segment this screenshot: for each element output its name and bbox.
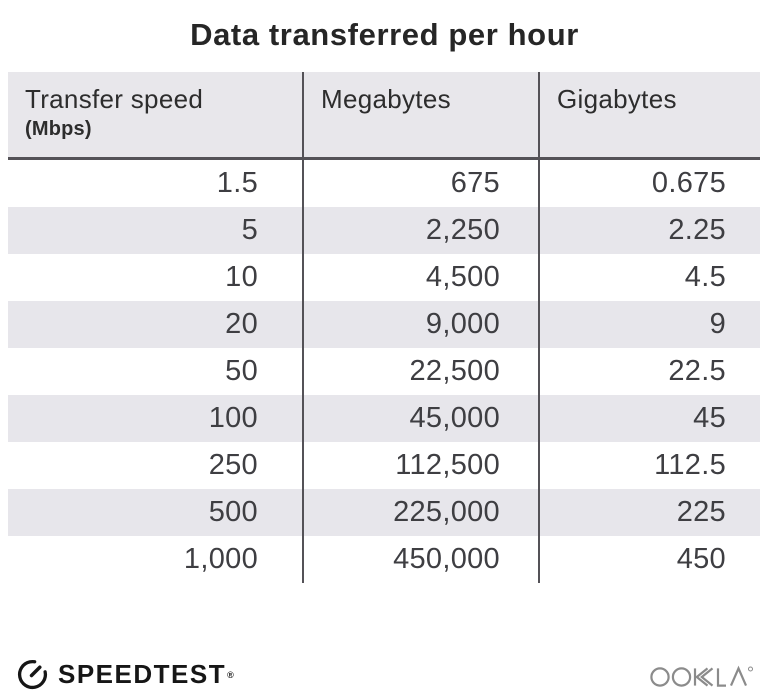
column-header-megabytes: Megabytes — [302, 72, 538, 157]
table-row: 10 4,500 4.5 — [8, 254, 760, 301]
cell-speed: 100 — [208, 402, 258, 434]
speedometer-gauge-icon — [17, 659, 48, 690]
ookla-logo — [650, 663, 754, 689]
cell-gigabytes: 450 — [538, 536, 760, 583]
table-row: 1,000 450,000 450 — [8, 536, 760, 583]
column-header-label: Gigabytes — [557, 84, 677, 114]
cell-megabytes: 2,250 — [302, 207, 538, 254]
table-header-row: Transfer speed (Mbps) Megabytes Gigabyte… — [8, 72, 760, 160]
cell-speed: 1.5 — [216, 167, 258, 199]
cell-gigabytes: 9 — [538, 301, 760, 348]
cell-speed: 250 — [208, 449, 258, 481]
cell-megabytes: 45,000 — [302, 395, 538, 442]
speedtest-wordmark: SPEEDTEST — [58, 659, 227, 689]
column-header-label: Transfer speed — [25, 84, 204, 114]
cell-megabytes: 450,000 — [302, 536, 538, 583]
cell-speed: 50 — [225, 355, 258, 387]
cell-speed: 20 — [225, 308, 258, 340]
cell-speed: 5 — [241, 214, 258, 246]
cell-gigabytes: 0.675 — [538, 160, 760, 207]
cell-megabytes: 225,000 — [302, 489, 538, 536]
cell-speed: 10 — [225, 261, 258, 293]
cell-gigabytes: 4.5 — [538, 254, 760, 301]
table-row: 1.5 675 0.675 — [8, 160, 760, 207]
speedtest-logo: SPEEDTEST ® — [16, 658, 234, 691]
cell-gigabytes: 45 — [538, 395, 760, 442]
cell-megabytes: 112,500 — [302, 442, 538, 489]
cell-megabytes: 22,500 — [302, 348, 538, 395]
registered-trademark-icon: ® — [227, 669, 234, 680]
column-header-label: Megabytes — [321, 84, 451, 114]
column-header-sublabel: (Mbps) — [25, 118, 92, 140]
cell-megabytes: 4,500 — [302, 254, 538, 301]
page-title: Data transferred per hour — [190, 17, 579, 52]
column-header-transfer-speed: Transfer speed (Mbps) — [8, 72, 302, 157]
cell-gigabytes: 2.25 — [538, 207, 760, 254]
ookla-wordmark-icon — [650, 665, 753, 687]
table-row: 5 2,250 2.25 — [8, 207, 760, 254]
cell-megabytes: 675 — [302, 160, 538, 207]
cell-gigabytes: 225 — [538, 489, 760, 536]
cell-speed: 500 — [208, 496, 258, 528]
data-table: Transfer speed (Mbps) Megabytes Gigabyte… — [8, 72, 760, 583]
column-header-gigabytes: Gigabytes — [538, 72, 760, 157]
cell-megabytes: 9,000 — [302, 301, 538, 348]
cell-speed: 1,000 — [183, 543, 258, 575]
table-row: 100 45,000 45 — [8, 395, 760, 442]
table-row: 500 225,000 225 — [8, 489, 760, 536]
cell-gigabytes: 22.5 — [538, 348, 760, 395]
table-row: 250 112,500 112.5 — [8, 442, 760, 489]
table-row: 50 22,500 22.5 — [8, 348, 760, 395]
table-row: 20 9,000 9 — [8, 301, 760, 348]
cell-gigabytes: 112.5 — [538, 442, 760, 489]
